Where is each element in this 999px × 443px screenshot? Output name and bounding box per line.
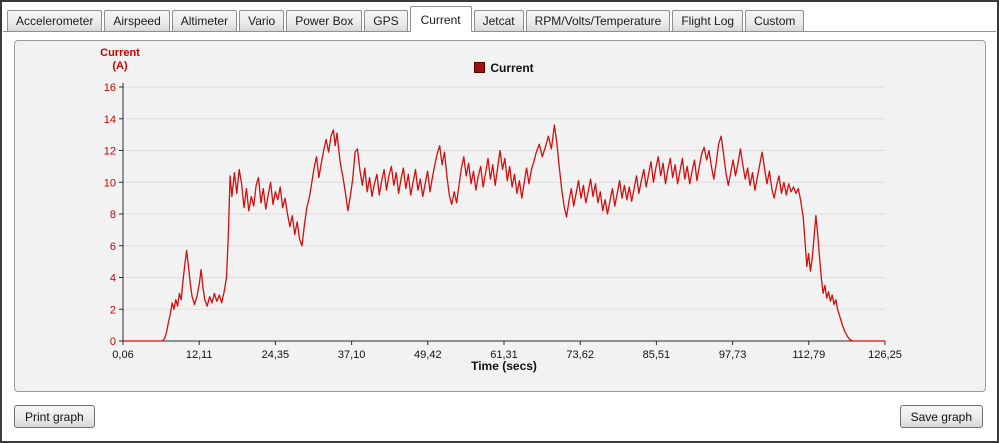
svg-text:112,79: 112,79 [792, 349, 825, 361]
svg-text:12,11: 12,11 [186, 349, 213, 361]
legend-swatch-current [474, 62, 486, 73]
tab-flight-log[interactable]: Flight Log [672, 10, 744, 32]
print-graph-button[interactable]: Print graph [14, 405, 95, 428]
svg-text:0: 0 [110, 336, 116, 348]
svg-text:12: 12 [104, 146, 116, 158]
tab-jetcat[interactable]: Jetcat [473, 10, 524, 32]
svg-text:49,42: 49,42 [414, 349, 442, 361]
svg-text:61,31: 61,31 [490, 349, 518, 361]
y-axis-title: Current (A) [70, 47, 170, 73]
svg-text:4: 4 [110, 273, 116, 285]
tab-airspeed[interactable]: Airspeed [104, 10, 170, 32]
svg-text:97,73: 97,73 [719, 349, 747, 361]
tab-vario[interactable]: Vario [239, 10, 285, 32]
y-axis-title-line2: (A) [112, 60, 128, 72]
tab-accelerometer[interactable]: Accelerometer [7, 10, 103, 32]
tab-altimeter[interactable]: Altimeter [171, 10, 238, 32]
svg-text:14: 14 [104, 114, 116, 126]
svg-text:10: 10 [104, 177, 116, 189]
chart-panel: 0 2 4 6 8 10 12 14 16 0,06 12,11 24,35 37,10 49,42 61,… [14, 40, 986, 392]
tab-custom[interactable]: Custom [745, 10, 805, 32]
svg-text:16: 16 [104, 82, 116, 94]
tab-rpm-volts-temperature[interactable]: RPM/Volts/Temperature [525, 10, 671, 32]
tab-gps[interactable]: GPS [364, 10, 408, 32]
svg-text:37,10: 37,10 [338, 349, 366, 361]
svg-text:6: 6 [110, 241, 116, 253]
svg-text:73,62: 73,62 [566, 349, 594, 361]
svg-text:0,06: 0,06 [112, 349, 133, 361]
svg-text:126,25: 126,25 [868, 349, 902, 361]
svg-text:8: 8 [110, 209, 116, 221]
chart-legend: Current [123, 61, 885, 75]
tab-current[interactable]: Current [409, 6, 472, 32]
y-axis-title-line1: Current [100, 47, 140, 59]
tab-bar: Accelerometer Airspeed Altimeter Vario P… [3, 3, 996, 32]
svg-text:24,35: 24,35 [262, 349, 290, 361]
svg-text:85,51: 85,51 [643, 349, 671, 361]
tab-power-box[interactable]: Power Box [286, 10, 363, 32]
svg-text:2: 2 [110, 304, 116, 316]
x-axis-title: Time (secs) [471, 359, 537, 373]
current-chart: 0 2 4 6 8 10 12 14 16 0,06 12,11 24,35 37,10 49,42 61,… [104, 82, 902, 361]
save-graph-button[interactable]: Save graph [899, 405, 983, 428]
legend-label-current: Current [490, 61, 534, 75]
